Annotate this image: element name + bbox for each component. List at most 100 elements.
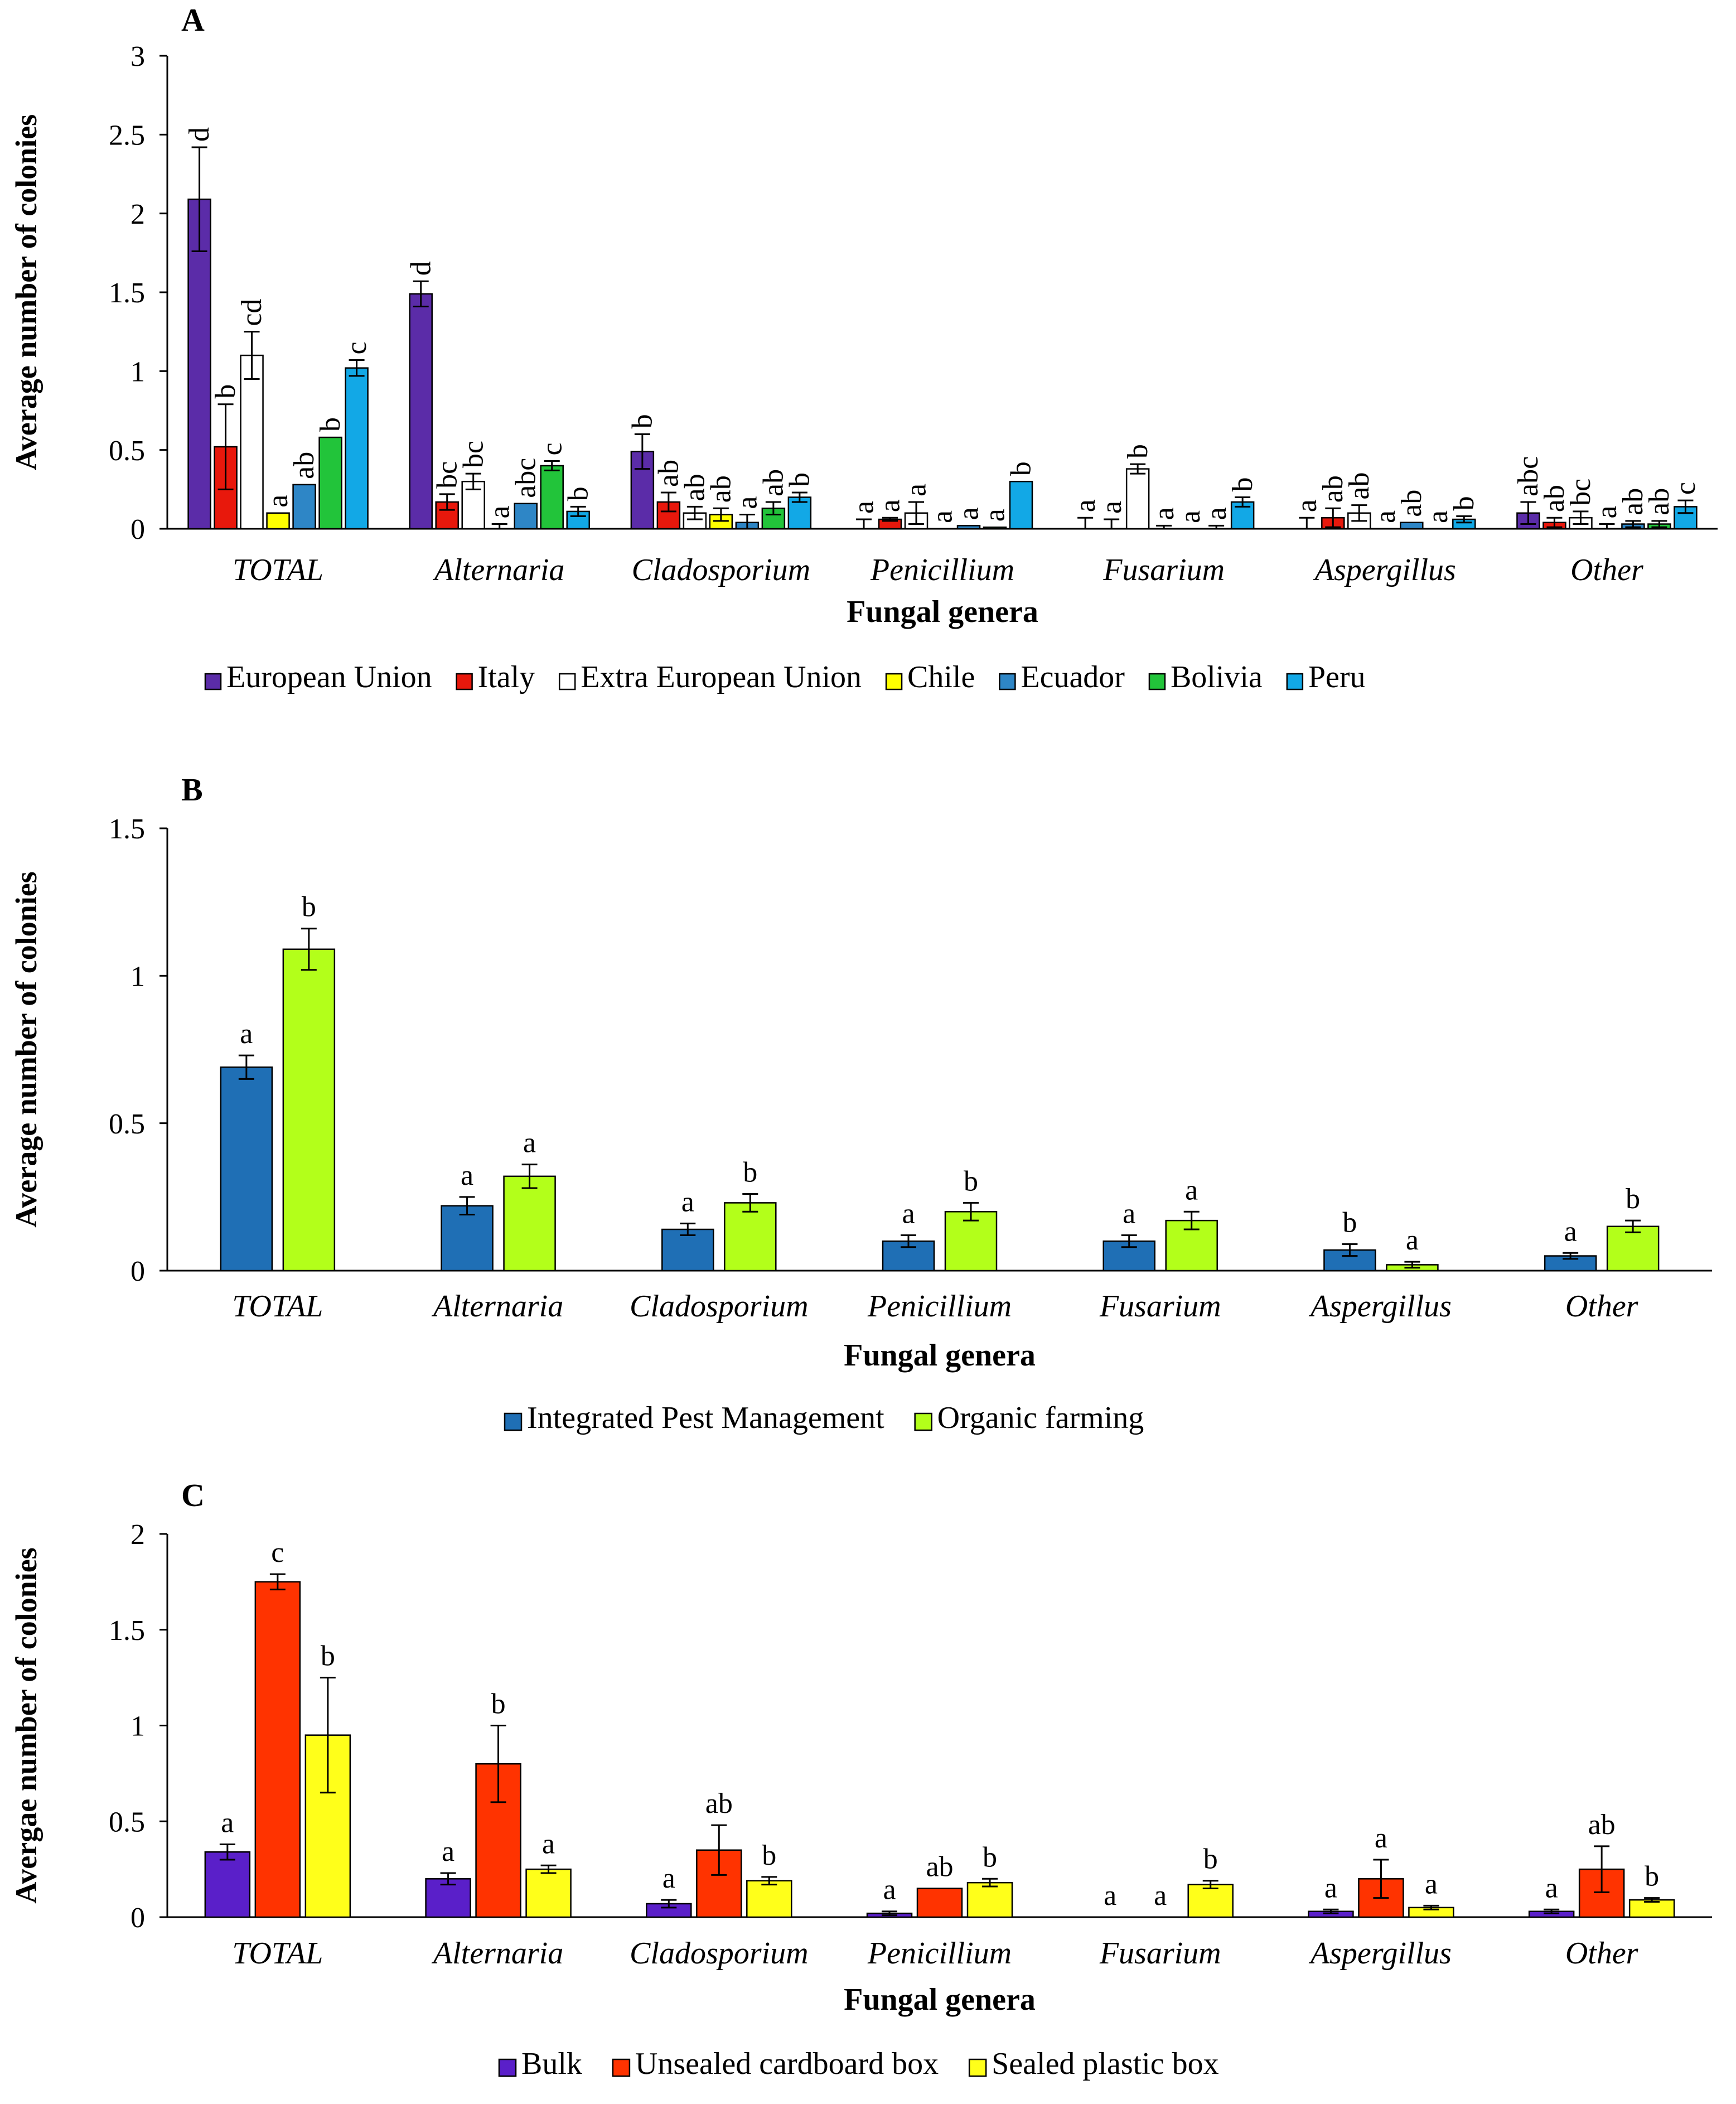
significance-letter: c [341,341,373,354]
x-tick-label-penicillium: Penicillium [867,1289,1012,1324]
legend-swatch [914,1412,932,1431]
x-tick-label-alternaria: Alternaria [431,1289,563,1324]
panel-a: A 0 0.5 1 1.5 2 2.5 3 Average number of colonies… [9,2,1718,694]
legend-swatch [558,673,576,691]
significance-letter: a [483,505,515,518]
y-tick-label: 1 [130,1711,145,1743]
bar-organic-farming-penicillium [944,1211,998,1272]
significance-letter: ab [1617,488,1649,515]
bar-chile-total [266,512,290,530]
legend-item-peru: Peru [1286,660,1366,694]
significance-letter: a [1123,1198,1135,1230]
significance-letter: ab [1643,488,1675,515]
legend-swatch [968,2058,987,2077]
significance-letter: a [1185,1174,1198,1206]
significance-letter: b [1645,1861,1659,1893]
significance-letter: b [1203,1844,1218,1875]
significance-letter: a [1422,510,1454,523]
legend: Integrated Pest Management Organic farmin… [504,1401,1144,1435]
significance-letter: b [1342,1207,1357,1238]
bar-sealed-plastic-box-fusarium [1187,1884,1234,1918]
bar-unsealed-cardboard-box-total [254,1581,301,1918]
significance-letter: a [901,484,932,496]
legend-label: Bolivia [1171,660,1263,694]
legend-swatch [456,673,473,691]
significance-letter: ab [652,460,684,487]
significance-letter: a [663,1862,675,1894]
significance-letter: a [1096,501,1128,514]
y-axis-label: Average number of colonies [9,871,43,1227]
significance-letter: a [523,1127,536,1159]
x-tick-label-cladosporium: Cladosporium [630,1289,809,1324]
significance-letter: d [183,127,215,142]
significance-letter: a [1425,1868,1438,1900]
significance-letter: b [1122,444,1154,459]
significance-letter: ab [1317,475,1349,503]
significance-letter: a [927,510,959,523]
legend-swatch [498,2058,517,2077]
x-axis-label: Fungal genera [844,1338,1036,1373]
significance-letter: ab [757,469,789,496]
legend: Bulk Unsealed cardboard box Sealed plastic… [498,2047,1219,2081]
bar-ecuador-alternaria [514,503,538,530]
significance-letter: a [953,507,985,520]
legend-label: Sealed plastic box [992,2047,1218,2081]
x-axis-label: Fungal genera [847,595,1038,629]
significance-letter: a [442,1836,454,1867]
significance-letter: b [315,417,346,432]
significance-letter: a [1370,510,1401,523]
significance-letter: ab [1539,485,1570,512]
bar-european-union-alternaria [409,293,433,530]
legend-label: Ecuador [1021,660,1125,694]
legend-swatch [612,2058,631,2077]
y-tick-label: 0.5 [109,435,145,467]
bar-sealed-plastic-box-alternaria [525,1868,572,1918]
legend-label: Peru [1308,660,1366,694]
legend-label: Unsealed cardboard box [635,2047,939,2081]
significance-letter: a [681,1186,694,1218]
bar-bulk-total [204,1851,251,1918]
bar-organic-farming-cladosporium [724,1202,777,1272]
bar-ecuador-penicillium [956,525,981,530]
y-axis-label: Avergae number of colonies [9,1547,43,1903]
x-tick-label-penicillium: Penicillium [867,1936,1012,1971]
bar-extra-european-union-total [240,354,264,530]
x-tick-label-total: TOTAL [233,553,323,587]
panel-b: B 0 0.5 1 1.5 Average number of colonies TOTAL… [9,771,1712,1435]
significance-letter: c [271,1537,284,1569]
x-tick-label-cladosporium: Cladosporium [630,1936,809,1971]
significance-letter: a [1154,1880,1167,1912]
significance-letter: b [762,1840,776,1871]
bar-integrated-pest-management-alternaria [441,1205,494,1272]
x-tick-label-alternaria: Alternaria [431,1936,563,1971]
y-tick-label: 3 [130,41,145,73]
y-axis-label: Average number of colonies [9,114,43,470]
bar-integrated-pest-management-total [220,1066,273,1272]
legend-item-integrated-pest-management: Integrated Pest Management [504,1401,884,1435]
legend-label: Organic farming [937,1401,1144,1435]
significance-letter: b [626,414,658,428]
significance-letter: a [1591,505,1623,518]
significance-letter: a [1174,510,1206,523]
significance-letter: abc [510,458,541,498]
bar-integrated-pest-management-penicillium [882,1240,935,1272]
significance-letter: a [1148,507,1180,520]
legend-label: Italy [478,660,535,694]
x-tick-label-total: TOTAL [232,1936,323,1971]
x-tick-label-other: Other [1565,1936,1638,1971]
legend-swatch [999,673,1016,691]
bar-extra-european-union-fusarium [1125,468,1150,530]
significance-letter: bc [457,441,489,468]
legend-item-ecuador: Ecuador [999,660,1125,694]
x-tick-label-fusarium: Fusarium [1099,1289,1221,1324]
significance-letter: ab [705,1788,733,1820]
significance-letter: a [1375,1822,1387,1854]
significance-letter: a [542,1828,555,1860]
y-tick-label: 0.5 [109,1108,145,1140]
bar-peru-penicillium [1009,480,1033,530]
significance-letter: a [461,1160,473,1191]
bar-bolivia-alternaria [540,465,564,530]
significance-letter: ab [1588,1809,1616,1841]
y-tick-label: 0 [130,514,145,546]
significance-letter: ab [1343,472,1375,500]
